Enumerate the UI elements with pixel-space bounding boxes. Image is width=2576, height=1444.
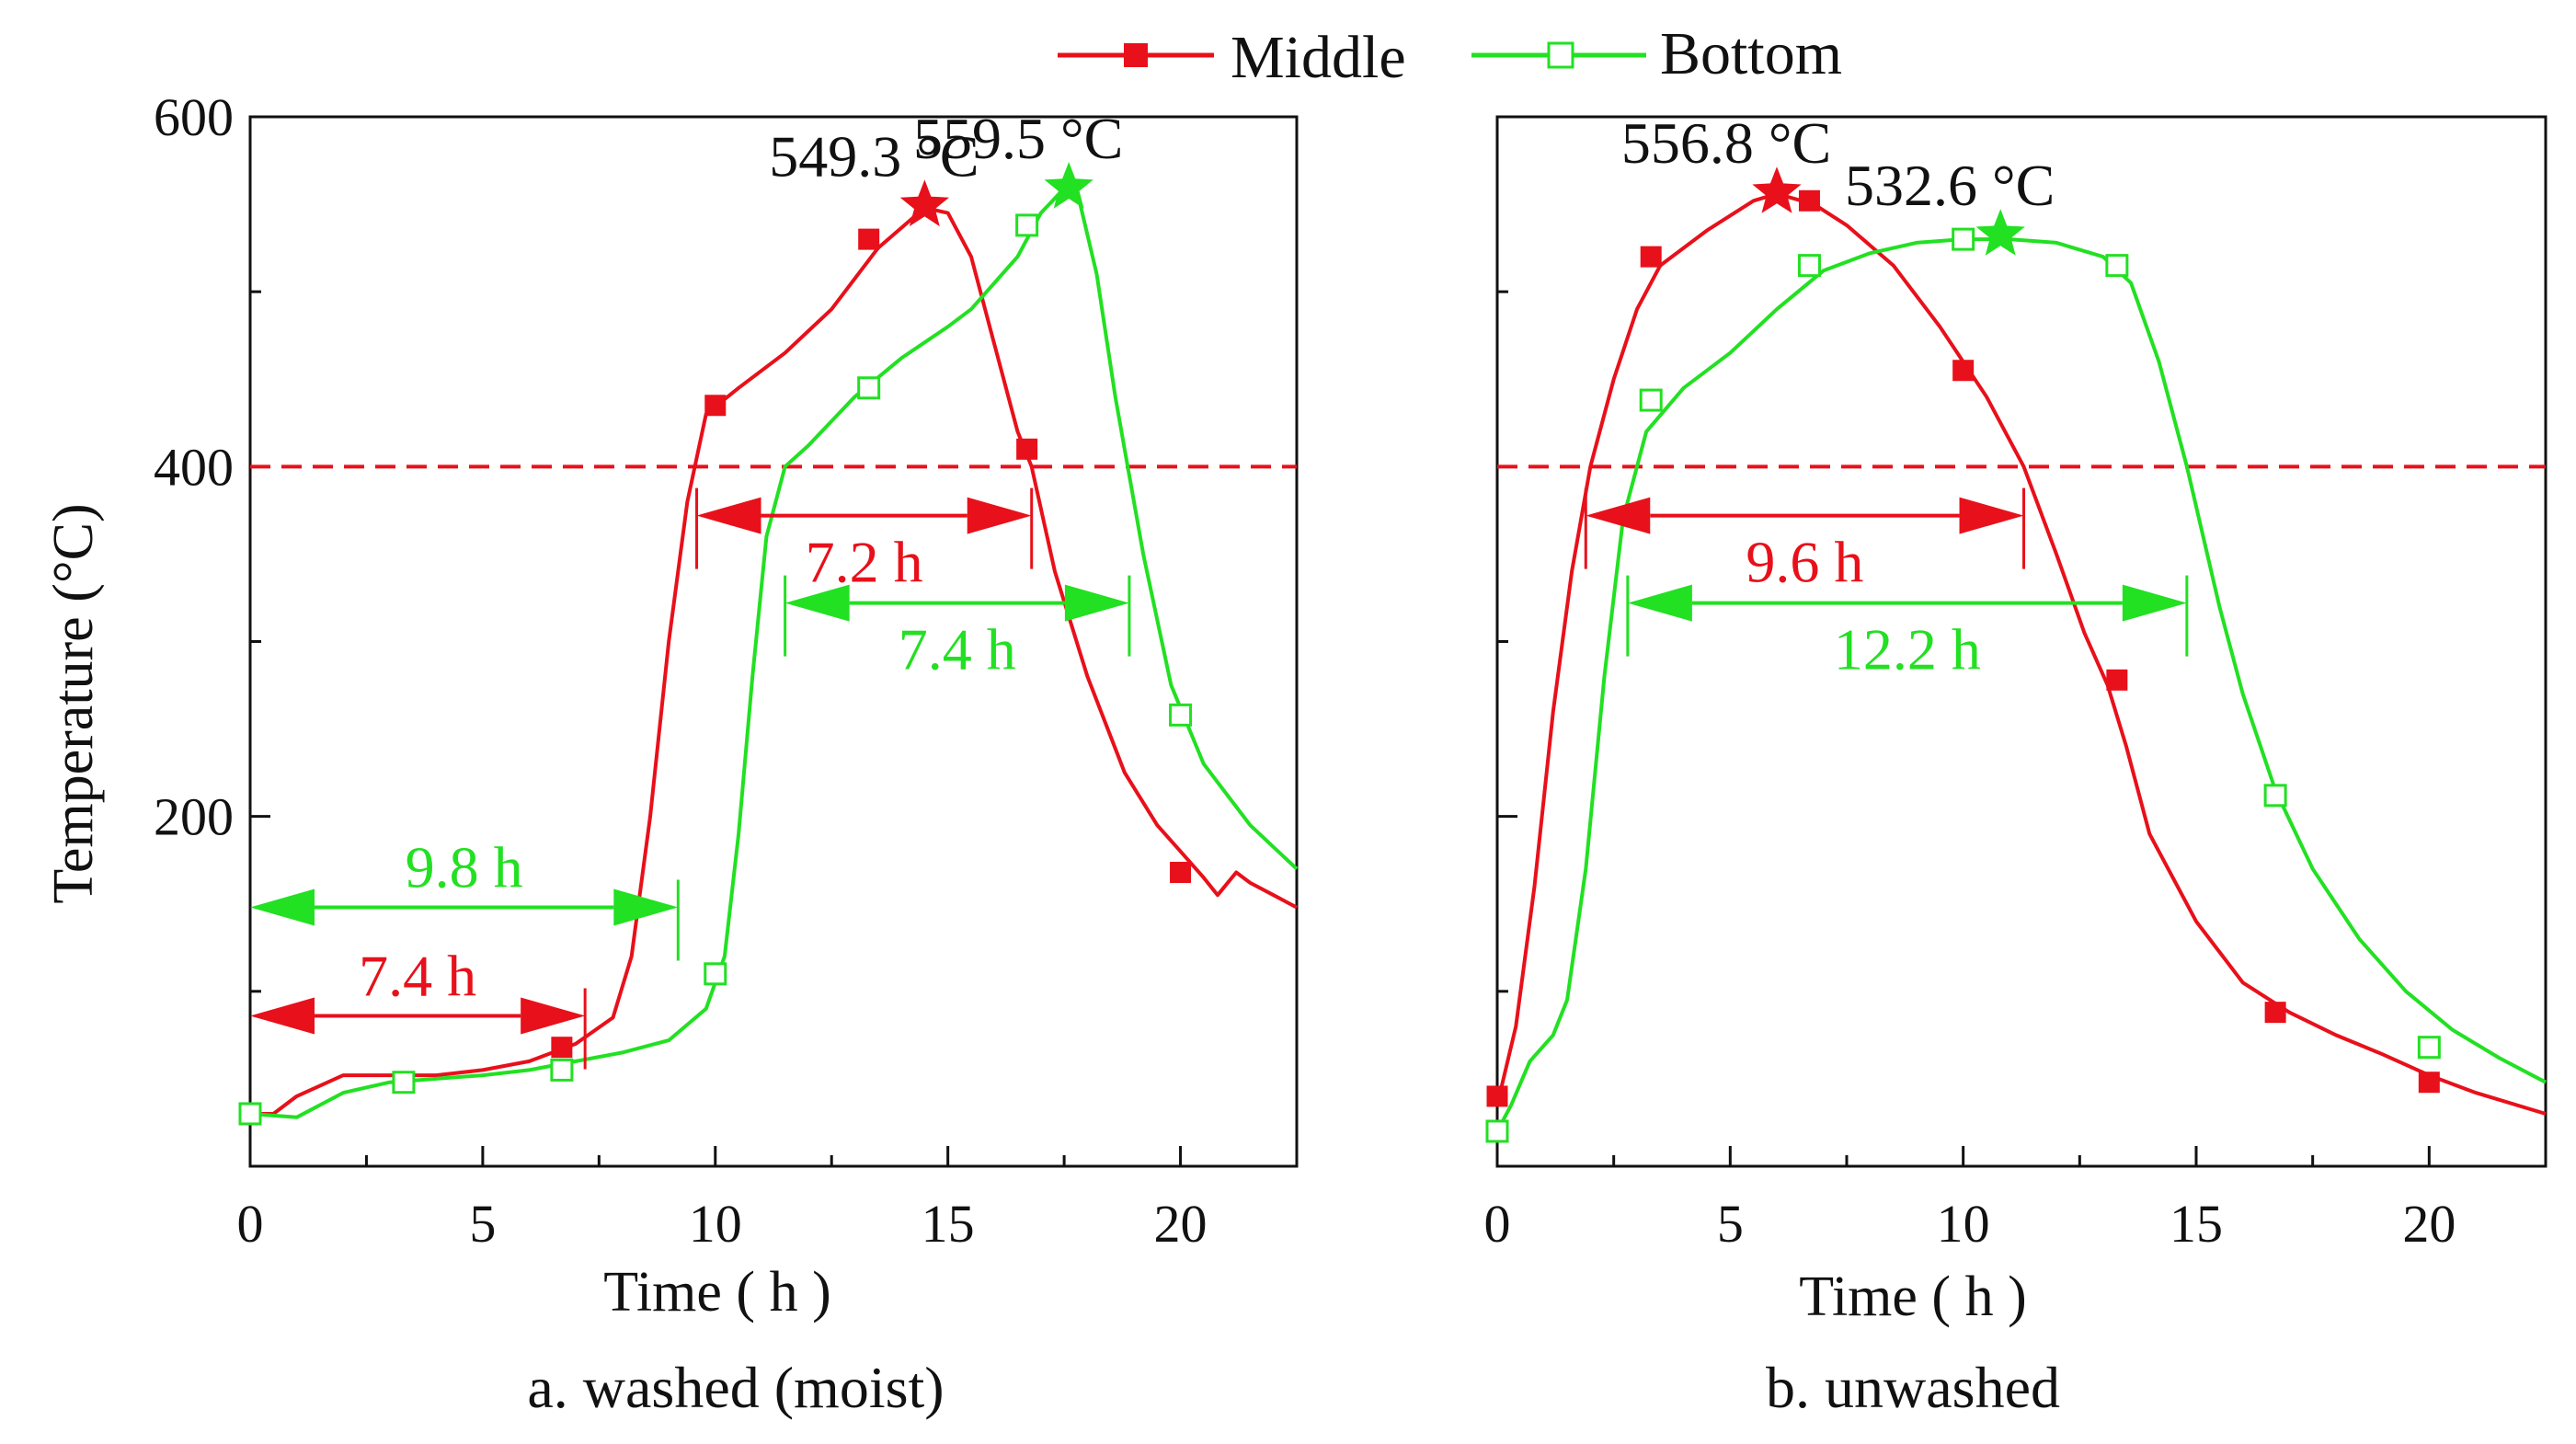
x-tick-label: 20 bbox=[1154, 1194, 1208, 1254]
series-marker-middle bbox=[1486, 1085, 1508, 1107]
legend-bottom-label: Bottom bbox=[1660, 20, 1842, 87]
x-tick-label: 5 bbox=[469, 1194, 496, 1254]
series-marker-middle bbox=[2418, 1072, 2440, 1094]
series-marker-bottom bbox=[392, 1071, 416, 1094]
series-line-bottom bbox=[249, 187, 1299, 1119]
y-tick-label: 200 bbox=[154, 787, 234, 847]
duration-label: 7.2 h bbox=[806, 530, 923, 595]
duration-arrow-right bbox=[1064, 584, 1129, 622]
series-marker-bottom bbox=[2417, 1036, 2441, 1060]
series-marker-middle bbox=[704, 395, 727, 417]
duration-label: 7.4 h bbox=[899, 617, 1016, 682]
duration-arrow-right bbox=[967, 497, 1032, 534]
x-tick-label: 15 bbox=[922, 1194, 975, 1254]
legend-middle: Middle bbox=[1058, 24, 1406, 91]
duration-label: 7.4 h bbox=[359, 943, 476, 1008]
series-line-middle bbox=[1495, 191, 2547, 1116]
series-marker-middle bbox=[1798, 189, 1820, 212]
plot-frame bbox=[248, 115, 1299, 1168]
series-marker-bottom bbox=[550, 1058, 574, 1082]
series-marker-middle bbox=[1016, 438, 1038, 460]
x-axis-title: Time ( h ) bbox=[603, 1261, 830, 1324]
y-axis-title: Temperature (°C) bbox=[42, 503, 105, 903]
peak-star-middle bbox=[1752, 166, 1802, 213]
y-tick-label: 600 bbox=[154, 87, 234, 147]
duration-arrow-right bbox=[613, 888, 679, 926]
legend-bottom-marker bbox=[1547, 41, 1574, 69]
x-tick-label: 0 bbox=[237, 1194, 264, 1254]
duration-label: 9.6 h bbox=[1746, 530, 1863, 595]
y-tick-label: 400 bbox=[154, 437, 234, 497]
x-axis-title: Time ( h ) bbox=[1799, 1266, 2026, 1328]
series-marker-bottom bbox=[238, 1102, 262, 1126]
duration-arrow-left bbox=[250, 888, 315, 926]
duration-label: 9.8 h bbox=[406, 835, 523, 900]
legend-bottom: Bottom bbox=[1471, 20, 1842, 87]
series-marker-bottom bbox=[1639, 388, 1663, 412]
series-marker-bottom bbox=[1015, 213, 1039, 237]
series-marker-middle bbox=[858, 228, 880, 250]
series-marker-middle bbox=[1170, 862, 1192, 884]
series-marker-bottom bbox=[2263, 784, 2287, 808]
series-line-middle bbox=[250, 205, 1298, 1116]
peak-star-bottom bbox=[1975, 209, 2025, 256]
chart-caption: b. unwashed bbox=[1766, 1355, 2060, 1420]
peak-star-bottom bbox=[1044, 162, 1093, 209]
x-tick-label: 0 bbox=[1484, 1194, 1511, 1254]
duration-arrow-left bbox=[250, 997, 315, 1035]
legend-middle-marker bbox=[1124, 43, 1148, 67]
series-marker-middle bbox=[551, 1037, 573, 1059]
series-marker-bottom bbox=[1485, 1119, 1509, 1143]
duration-arrow-left bbox=[784, 584, 850, 622]
duration-arrow-left bbox=[1627, 584, 1692, 622]
series-line-bottom bbox=[1495, 237, 2547, 1132]
x-tick-label: 10 bbox=[1937, 1194, 1990, 1254]
series-marker-bottom bbox=[2105, 254, 2129, 278]
series-marker-middle bbox=[2264, 1002, 2286, 1024]
peak-label-middle: 556.8 °C bbox=[1621, 110, 1831, 176]
series-marker-bottom bbox=[1952, 227, 1975, 251]
x-tick-label: 10 bbox=[689, 1194, 742, 1254]
duration-arrow-left bbox=[696, 497, 761, 534]
series-marker-bottom bbox=[1797, 254, 1821, 278]
duration-arrow-right bbox=[2122, 584, 2187, 622]
peak-label-bottom: 532.6 °C bbox=[1845, 153, 2055, 218]
duration-arrow-right bbox=[521, 997, 586, 1035]
duration-arrow-left bbox=[1586, 497, 1651, 534]
legend: Middle Bottom bbox=[1058, 20, 1842, 91]
series-marker-bottom bbox=[857, 376, 881, 400]
legend-middle-label: Middle bbox=[1231, 24, 1406, 91]
series-marker-middle bbox=[1640, 246, 1662, 268]
x-tick-label: 20 bbox=[2402, 1194, 2456, 1254]
duration-arrow-right bbox=[1959, 497, 2024, 534]
peak-label-bottom: 559.5 °C bbox=[913, 106, 1123, 171]
series-marker-bottom bbox=[704, 962, 727, 986]
series-marker-bottom bbox=[1169, 703, 1193, 727]
x-tick-label: 5 bbox=[1717, 1194, 1744, 1254]
duration-label: 12.2 h bbox=[1834, 617, 1981, 682]
chart-caption: a. washed (moist) bbox=[527, 1355, 944, 1420]
peak-label-middle: 549.3 °C bbox=[769, 123, 979, 189]
series-marker-middle bbox=[2106, 669, 2128, 691]
peak-star-middle bbox=[899, 179, 949, 227]
x-tick-label: 15 bbox=[2170, 1194, 2223, 1254]
series-marker-middle bbox=[1952, 360, 1975, 382]
